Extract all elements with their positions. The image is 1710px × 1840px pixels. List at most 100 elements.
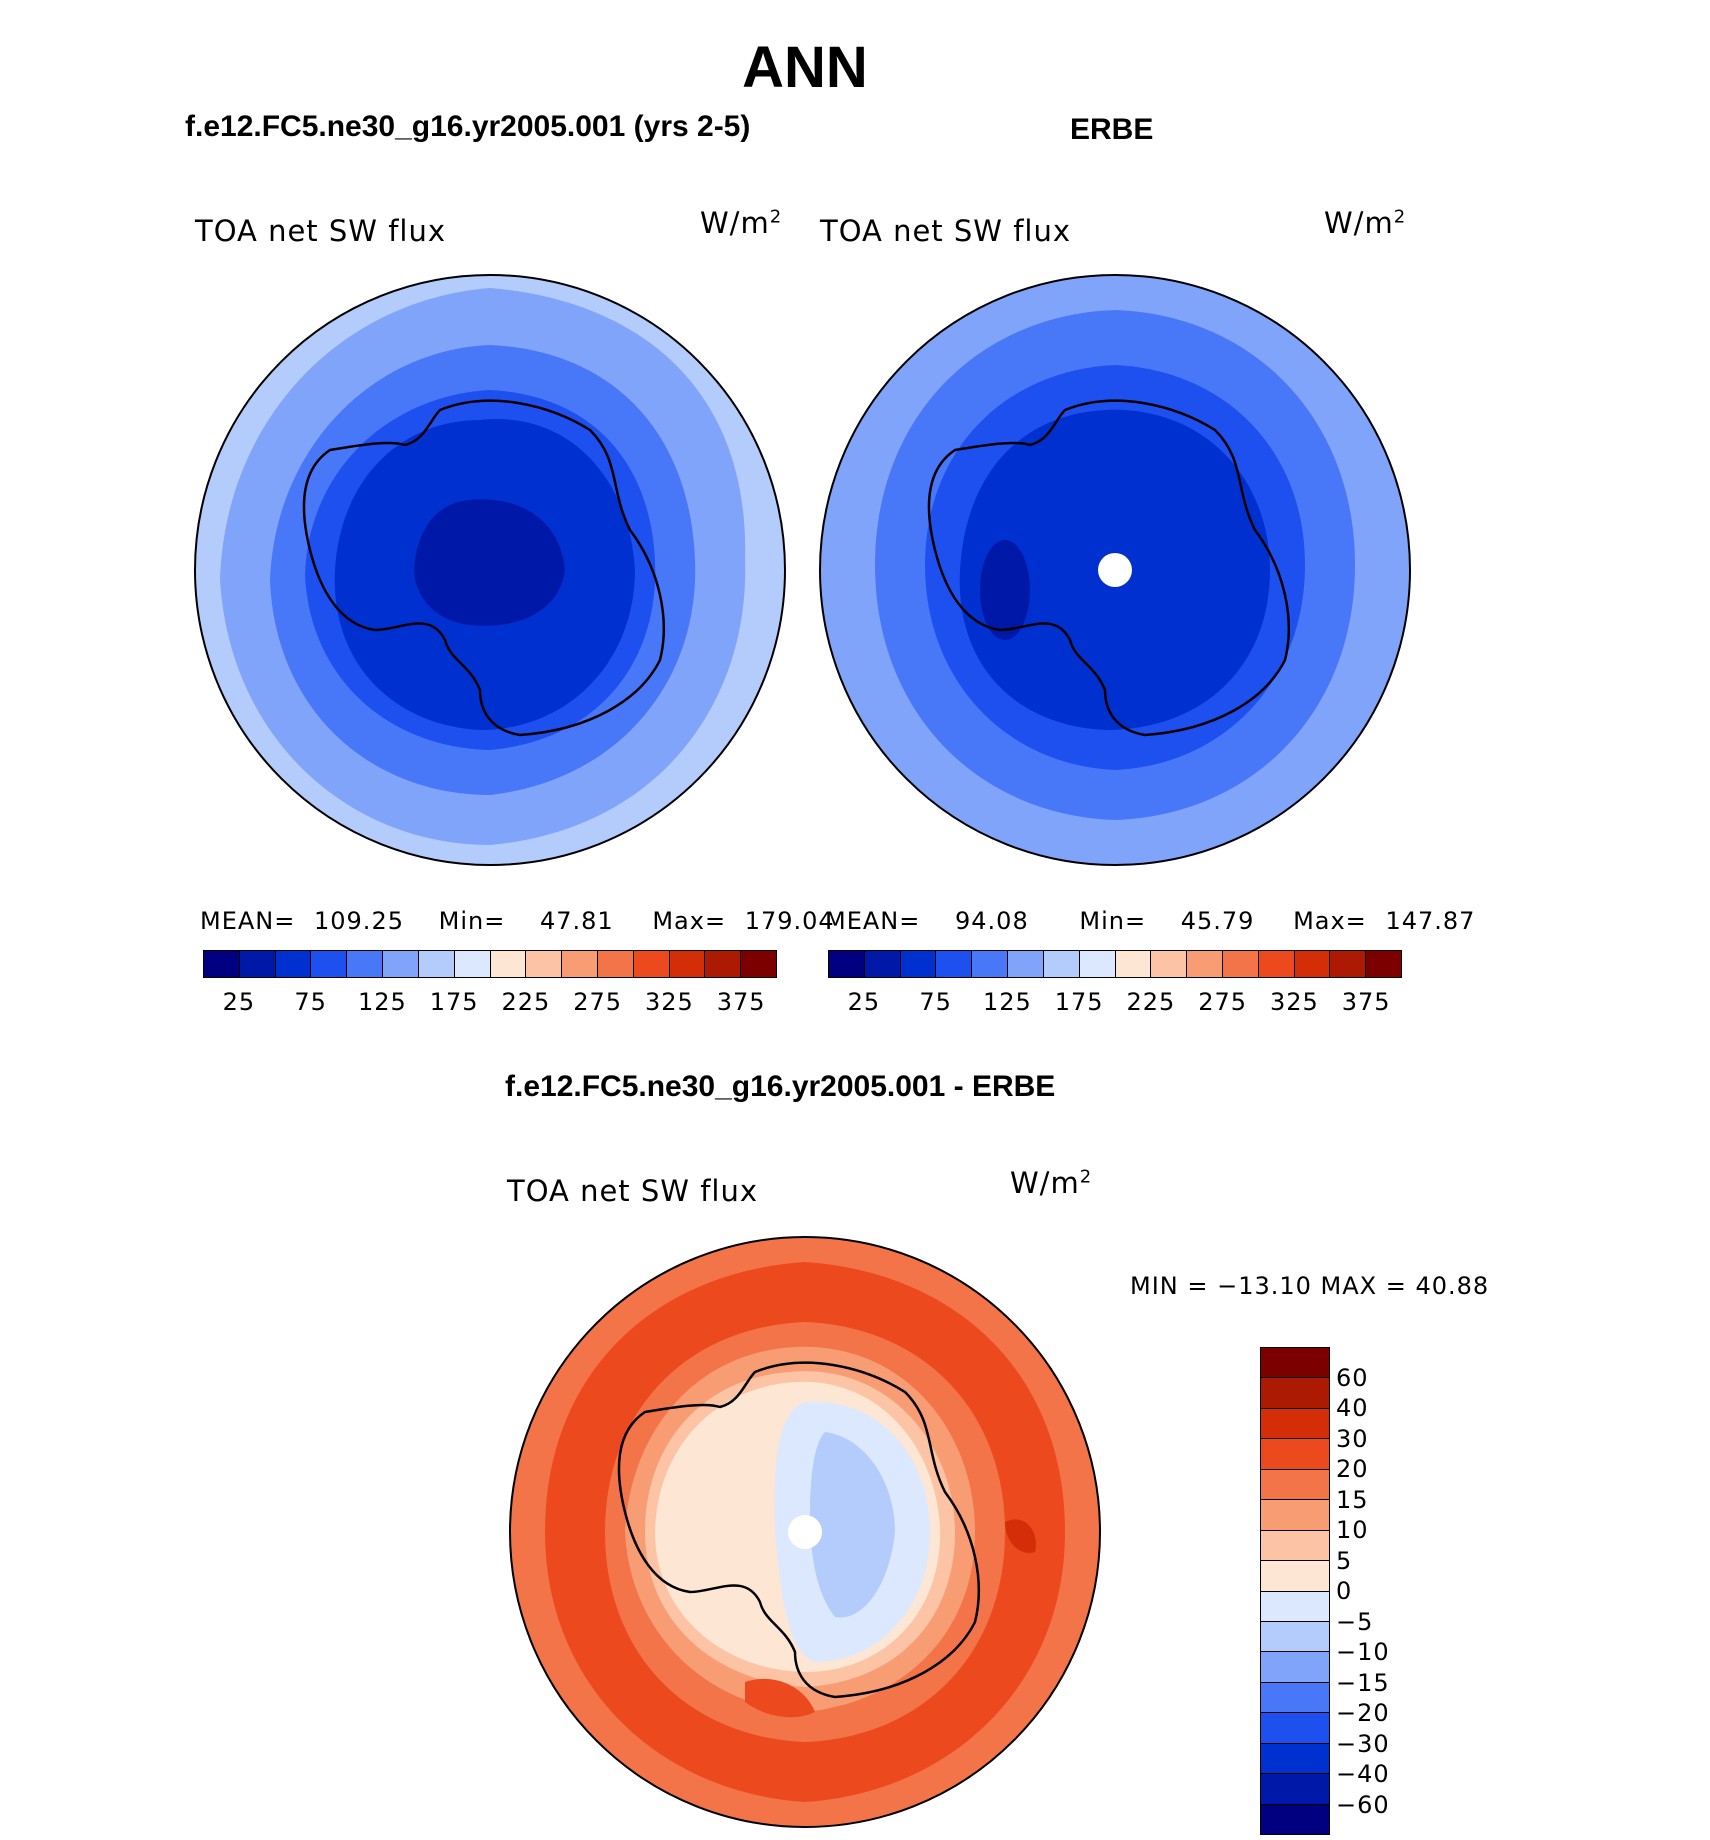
colorbar-swatch [936, 951, 973, 977]
colorbar-swatch [1261, 1378, 1329, 1409]
colorbar-swatch [1261, 1804, 1329, 1834]
colorbar-label: −40 [1336, 1760, 1390, 1788]
main-title: ANN [742, 35, 868, 100]
colorbar-swatch [1261, 1743, 1329, 1775]
colorbar-swatch [383, 951, 419, 977]
colorbar-swatch [829, 951, 865, 977]
panel2-title: ERBE [1070, 113, 1154, 146]
colorbar-swatch [1261, 1682, 1329, 1714]
colorbar-swatch [1261, 1530, 1329, 1562]
colorbar-swatch [204, 951, 240, 977]
diff-polar-map [509, 1236, 1101, 1828]
colorbar-swatch [1151, 951, 1188, 977]
colorbar-swatch [347, 951, 384, 977]
panel2-min-value: 45.79 [1180, 907, 1255, 935]
panel2-polar-map [819, 274, 1411, 866]
colorbar-label: 40 [1336, 1394, 1369, 1422]
colorbar-swatch [526, 951, 563, 977]
colorbar-label: 60 [1336, 1363, 1369, 1392]
diff-colorbar-labels: 60 40 30 20 15 10 5 0 −5 −10 −15 −20 −30 −40 −60 [1336, 1347, 1456, 1835]
colorbar-swatch [1261, 1591, 1329, 1622]
colorbar-swatch [633, 951, 670, 977]
panel1-colorbar-labels: 25 75 125 175 225 275 325 375 [203, 988, 777, 1018]
panel2-max-value: 147.87 [1385, 907, 1476, 935]
colorbar-swatch [1261, 1500, 1329, 1531]
panel1-max-label: Max= [652, 907, 727, 935]
colorbar-label: 75 [294, 988, 327, 1016]
colorbar-swatch [562, 951, 598, 977]
panel1-colorbar [203, 950, 777, 978]
colorbar-label: 175 [429, 988, 479, 1016]
colorbar-swatch [597, 951, 634, 977]
colorbar-swatch [1261, 1348, 1329, 1379]
diff-units: W/m2 [1010, 1166, 1093, 1200]
colorbar-label: 275 [573, 988, 623, 1016]
colorbar-swatch [1261, 1561, 1329, 1592]
colorbar-label: 325 [644, 988, 694, 1016]
colorbar-swatch [1261, 1774, 1329, 1805]
colorbar-swatch [1187, 951, 1223, 977]
colorbar-swatch [1261, 1408, 1329, 1440]
diff-field-label: TOA net SW flux [507, 1174, 759, 1208]
colorbar-swatch [1261, 1621, 1329, 1653]
colorbar-label: 25 [222, 988, 256, 1016]
panel1-min-value: 47.81 [539, 907, 614, 935]
colorbar-label: −5 [1336, 1607, 1374, 1636]
panel2-stats: MEAN= 94.08 Min= 45.79 Max= 147.87 [825, 907, 1475, 935]
panel1-max-value: 179.04 [744, 907, 835, 935]
colorbar-swatch [1366, 951, 1401, 977]
colorbar-label: 15 [1336, 1485, 1369, 1514]
panel2-field-label: TOA net SW flux [820, 214, 1072, 248]
colorbar-label: 225 [1126, 988, 1176, 1016]
colorbar-label: 25 [847, 988, 881, 1016]
colorbar-label: 125 [982, 988, 1032, 1016]
panel2-units: W/m2 [1324, 206, 1407, 240]
colorbar-label: 30 [1336, 1424, 1369, 1453]
colorbar-label: 20 [1336, 1455, 1369, 1483]
colorbar-label: 5 [1336, 1546, 1353, 1575]
colorbar-label: 225 [501, 988, 551, 1016]
colorbar-label: 275 [1198, 988, 1248, 1016]
colorbar-swatch [1261, 1652, 1329, 1683]
panel1-min-label: Min= [438, 907, 506, 935]
colorbar-swatch [454, 951, 491, 977]
colorbar-swatch [490, 951, 527, 977]
panel1-stats: MEAN= 109.25 Min= 47.81 Max= 179.04 [200, 907, 835, 935]
diff-minmax: MIN = −13.10 MAX = 40.88 [1130, 1272, 1490, 1300]
colorbar-label: 75 [919, 988, 952, 1016]
colorbar-label: −10 [1336, 1638, 1390, 1666]
colorbar-label: −15 [1336, 1668, 1390, 1697]
panel1-units: W/m2 [700, 206, 783, 240]
colorbar-label: 175 [1054, 988, 1104, 1016]
panel1-polar-map [194, 274, 786, 866]
panel2-mean-value: 94.08 [955, 907, 1029, 935]
colorbar-swatch [864, 951, 901, 977]
colorbar-swatch [311, 951, 348, 977]
panel2-colorbar [828, 950, 1402, 978]
colorbar-label: 375 [716, 988, 766, 1016]
colorbar-label: 325 [1269, 988, 1319, 1016]
colorbar-swatch [1222, 951, 1259, 977]
colorbar-swatch [669, 951, 706, 977]
panel1-mean-value: 109.25 [314, 907, 404, 935]
panel2-min-label: Min= [1079, 907, 1147, 935]
colorbar-swatch [1330, 951, 1367, 977]
panel2-max-label: Max= [1293, 907, 1367, 935]
colorbar-swatch [1079, 951, 1116, 977]
diff-colorbar [1260, 1347, 1330, 1835]
colorbar-swatch [1258, 951, 1295, 977]
panel1-mean-label: MEAN= [200, 907, 296, 935]
colorbar-label: 0 [1336, 1577, 1353, 1605]
colorbar-label: −20 [1336, 1699, 1390, 1727]
colorbar-swatch [275, 951, 312, 977]
colorbar-swatch [741, 951, 776, 977]
colorbar-swatch [1115, 951, 1152, 977]
colorbar-swatch [900, 951, 937, 977]
colorbar-swatch [1294, 951, 1331, 977]
panel2-mean-label: MEAN= [825, 907, 921, 935]
colorbar-swatch [239, 951, 276, 977]
colorbar-label: 125 [357, 988, 407, 1016]
colorbar-swatch [1043, 951, 1080, 977]
colorbar-swatch [1008, 951, 1044, 977]
colorbar-swatch [418, 951, 455, 977]
